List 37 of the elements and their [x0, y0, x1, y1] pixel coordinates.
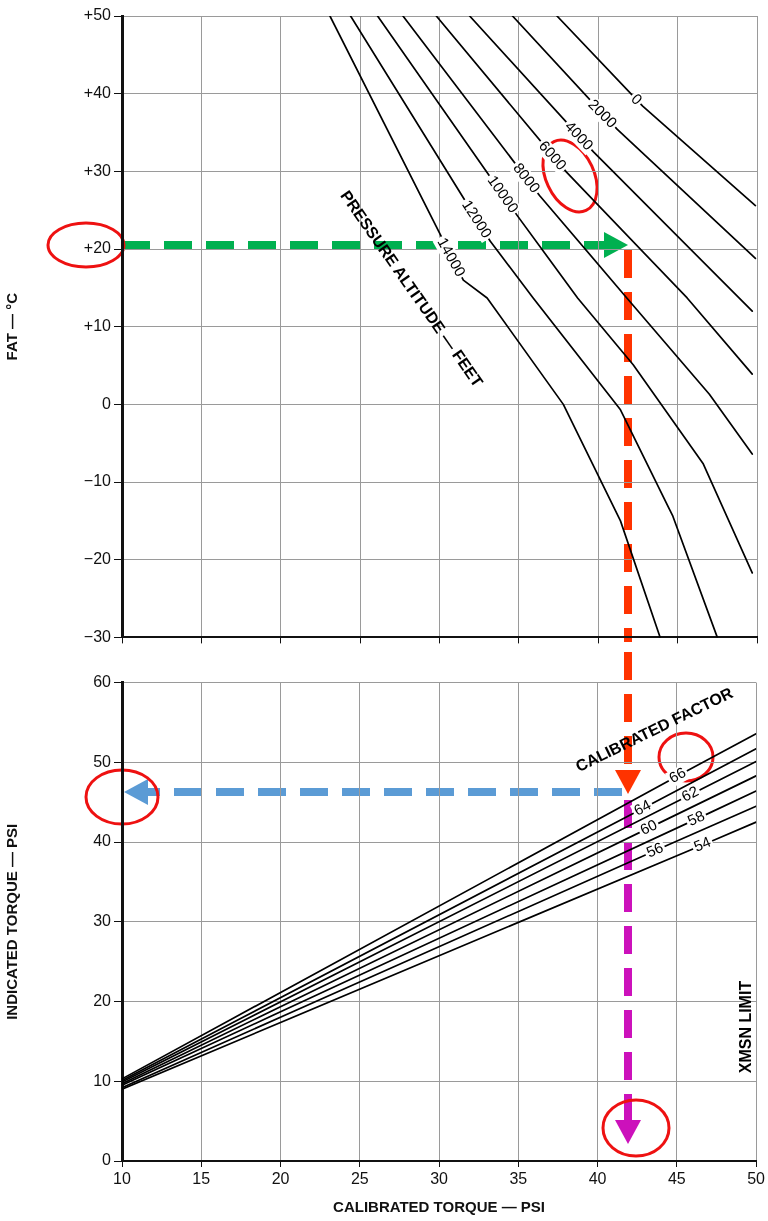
- text: 58: [684, 806, 708, 829]
- text: 64: [630, 795, 654, 819]
- y-tick-label: 20: [93, 991, 112, 1009]
- y-tick-label: 0: [102, 1151, 112, 1169]
- y-tick-label: −10: [83, 472, 112, 490]
- y-tick-label: −30: [83, 627, 112, 645]
- x-tick-label: 35: [509, 1170, 528, 1188]
- y-tick-label: +10: [83, 317, 112, 335]
- text: 66: [665, 763, 689, 787]
- text: 60: [637, 815, 660, 839]
- text: 0: [628, 89, 646, 108]
- x-tick-label: 15: [192, 1170, 211, 1188]
- y-tick-label: 30: [93, 912, 112, 930]
- x-tick-label: 20: [271, 1170, 290, 1188]
- x-tick-label: 30: [430, 1170, 449, 1188]
- y-tick-label: +20: [83, 239, 112, 257]
- x-tick-label: 50: [747, 1170, 766, 1188]
- text: 62: [678, 782, 701, 805]
- x-tick-label: 25: [350, 1170, 369, 1188]
- y-tick-label: +50: [83, 6, 112, 24]
- y-tick-label: 0: [102, 394, 112, 412]
- y-tick-label: 50: [93, 752, 112, 770]
- y-tick-label: +40: [83, 84, 112, 102]
- y-tick-label: 10: [93, 1071, 112, 1089]
- y-tick-label: 60: [93, 673, 112, 691]
- text: 56: [643, 838, 666, 861]
- y-tick-label: +30: [83, 161, 112, 179]
- y-axis-title: INDICATED TORQUE — PSI: [3, 823, 21, 1020]
- text: 54: [691, 832, 714, 855]
- x-tick-label: 10: [113, 1170, 131, 1188]
- annotation: XMSN LIMIT: [737, 980, 754, 1074]
- x-tick-label: 45: [667, 1170, 686, 1188]
- y-tick-label: 40: [93, 832, 112, 850]
- y-axis-title: FAT — °C: [3, 292, 21, 361]
- x-tick-label: 40: [588, 1170, 607, 1188]
- y-tick-label: −20: [83, 550, 112, 568]
- x-axis-title: CALIBRATED TORQUE — PSI: [333, 1198, 546, 1216]
